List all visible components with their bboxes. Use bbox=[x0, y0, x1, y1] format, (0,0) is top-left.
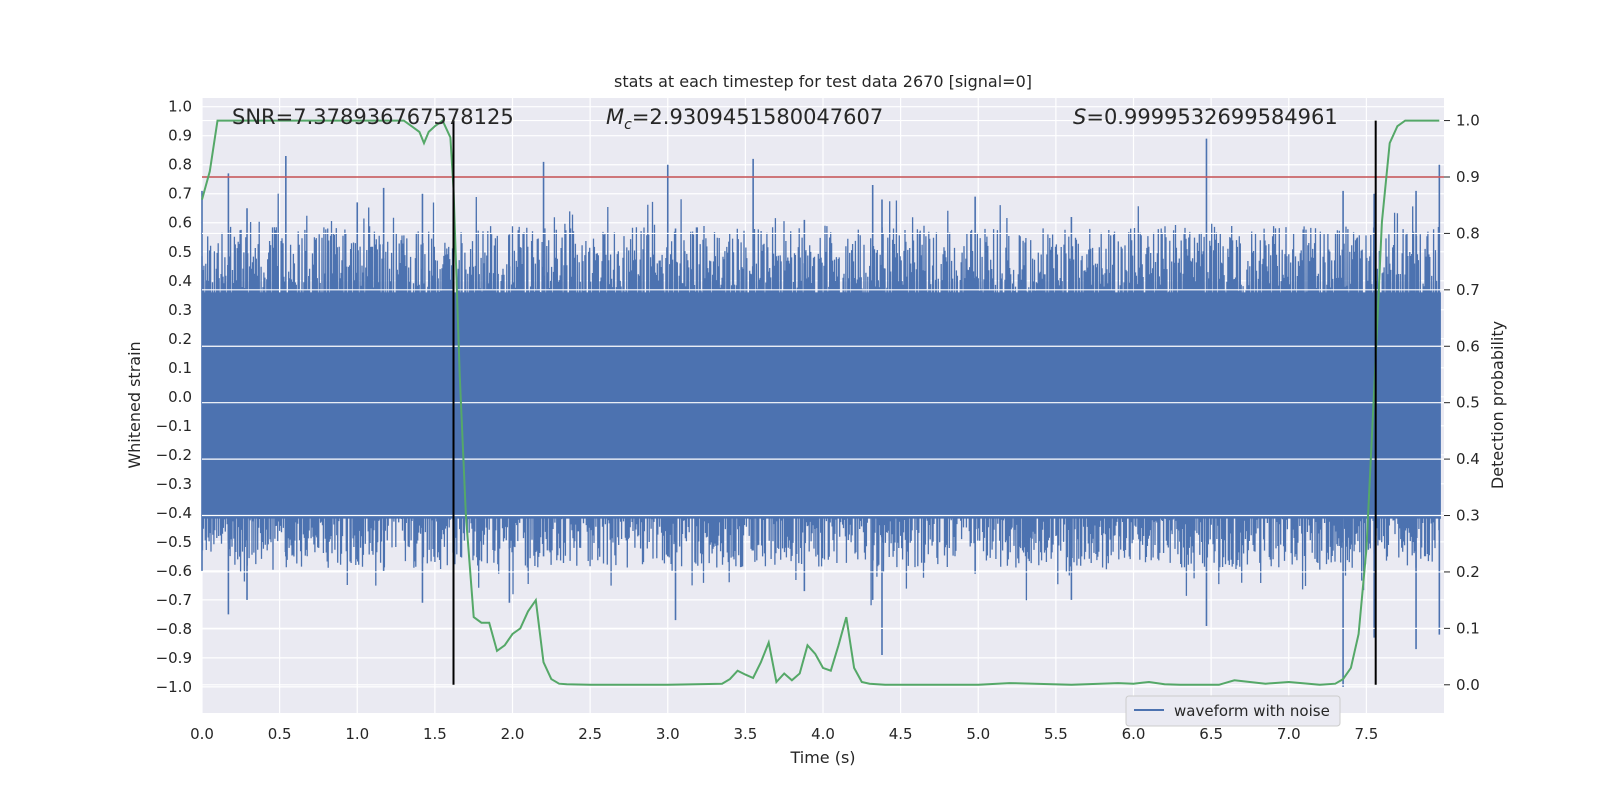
y-tick-label: 0.4 bbox=[168, 272, 192, 290]
y-tick-label: −1.0 bbox=[156, 678, 192, 696]
x-tick-label: 6.5 bbox=[1199, 725, 1223, 743]
y-tick-label: −0.6 bbox=[156, 562, 192, 580]
x-tick-label: 2.5 bbox=[578, 725, 602, 743]
mc-subscript: c bbox=[624, 117, 632, 133]
y2-tick-label: 0.0 bbox=[1456, 676, 1480, 694]
y-tick-label: 0.7 bbox=[168, 185, 192, 203]
x-tick-label: 4.0 bbox=[811, 725, 835, 743]
y-axis-label: Whitened strain bbox=[125, 341, 144, 468]
y2-axis-label: Detection probability bbox=[1488, 321, 1507, 489]
y-tick-label: 0.5 bbox=[168, 243, 192, 261]
y-tick-label: −0.4 bbox=[156, 504, 192, 522]
legend: waveform with noise bbox=[1125, 695, 1341, 727]
detection-markers bbox=[452, 120, 1377, 685]
y2-tick-label: 0.7 bbox=[1456, 281, 1480, 299]
y2-tick-label: 1.0 bbox=[1456, 112, 1480, 130]
x-tick-label: 4.5 bbox=[889, 725, 913, 743]
y-tick-label: 1.0 bbox=[168, 98, 192, 116]
x-tick-label: 5.0 bbox=[966, 725, 990, 743]
x-tick-label: 3.5 bbox=[733, 725, 757, 743]
mc-symbol: M bbox=[606, 105, 624, 129]
y-tick-label: −0.1 bbox=[156, 417, 192, 435]
probability-series bbox=[201, 119, 1444, 686]
probability-curve bbox=[201, 119, 1440, 686]
x-tick-label: 1.5 bbox=[423, 725, 447, 743]
chirp-mass-annotation: Mc=2.9309451580047607 bbox=[606, 105, 883, 133]
y2-tick-label: 0.1 bbox=[1456, 619, 1480, 637]
waveform-series bbox=[201, 138, 1441, 687]
y-tick-label: 0.8 bbox=[168, 156, 192, 174]
y-tick-label: 0.2 bbox=[168, 330, 192, 348]
y-tick-label: −0.2 bbox=[156, 446, 192, 464]
chart-title: stats at each timestep for test data 267… bbox=[614, 72, 1032, 91]
y2-tick-label: 0.9 bbox=[1456, 168, 1480, 186]
s-annotation: S=0.9999532699584961 bbox=[1073, 105, 1338, 129]
x-tick-label: 7.5 bbox=[1354, 725, 1378, 743]
mc-value: =2.9309451580047607 bbox=[632, 105, 883, 129]
y-tick-label: 0.3 bbox=[168, 301, 192, 319]
tick-labels: 0.0 0.5 1.0 1.5 2.0 2.5 3.0 3.5 4.0 4.5 5.0 5.5 6.0 6… bbox=[156, 98, 1480, 743]
y-tick-label: −0.3 bbox=[156, 475, 192, 493]
y-tick-label: −0.8 bbox=[156, 620, 192, 638]
y-tick-label: 0.0 bbox=[168, 388, 192, 406]
x-tick-label: 5.5 bbox=[1044, 725, 1068, 743]
x-tick-label: 1.0 bbox=[345, 725, 369, 743]
y-tick-label: −0.9 bbox=[156, 649, 192, 667]
y2-tick-label: 0.6 bbox=[1456, 337, 1480, 355]
s-value: =0.9999532699584961 bbox=[1086, 105, 1337, 129]
x-axis-label: Time (s) bbox=[789, 748, 855, 767]
y2-tick-label: 0.5 bbox=[1456, 394, 1480, 412]
y2-tick-label: 0.8 bbox=[1456, 224, 1480, 242]
y-tick-label: −0.5 bbox=[156, 533, 192, 551]
x-tick-label: 6.0 bbox=[1122, 725, 1146, 743]
s-symbol: S bbox=[1073, 105, 1086, 129]
y-tick-label: 0.9 bbox=[168, 127, 192, 145]
y-tick-label: 0.6 bbox=[168, 214, 192, 232]
x-tick-label: 3.0 bbox=[656, 725, 680, 743]
x-tick-label: 0.5 bbox=[268, 725, 292, 743]
x-tick-label: 7.0 bbox=[1277, 725, 1301, 743]
y2-tick-label: 0.2 bbox=[1456, 563, 1480, 581]
x-tick-label: 2.0 bbox=[501, 725, 525, 743]
y-tick-label: 0.1 bbox=[168, 359, 192, 377]
waveform-band bbox=[202, 292, 1441, 519]
snr-annotation: SNR=7.378936767578125 bbox=[232, 105, 514, 129]
x-tick-label: 0.0 bbox=[190, 725, 214, 743]
y-tick-label: −0.7 bbox=[156, 591, 192, 609]
legend-label: waveform with noise bbox=[1174, 702, 1330, 720]
y2-tick-label: 0.3 bbox=[1456, 507, 1480, 525]
y2-tick-label: 0.4 bbox=[1456, 450, 1480, 468]
legend-box bbox=[1125, 695, 1341, 727]
